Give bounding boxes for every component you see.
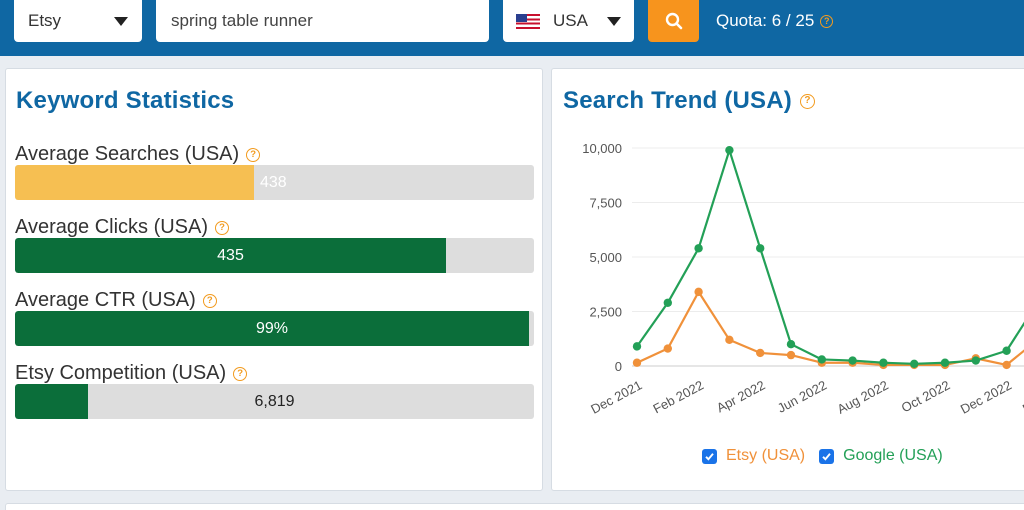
average-ctr-label-text: Average CTR (USA)	[15, 289, 196, 311]
etsy-competition-bar-fill	[15, 384, 88, 419]
average-clicks-bar: 435	[15, 238, 534, 273]
question-circle-icon[interactable]: ?	[246, 147, 261, 162]
google-data-point	[632, 342, 642, 351]
average-ctr-label: Average CTR (USA)?	[15, 289, 217, 312]
average-clicks-label: Average Clicks (USA)?	[15, 216, 230, 239]
checked-checkbox-icon[interactable]	[819, 448, 835, 464]
google-data-point	[663, 298, 672, 307]
legend-label-google: Google (USA)	[843, 447, 943, 464]
chart-legend: Etsy (USA) Google (USA)	[702, 447, 957, 465]
x-tick-label: Feb 2022	[650, 377, 706, 416]
google-data-point	[756, 244, 765, 253]
google-data-point	[786, 340, 796, 349]
y-tick-label: 0	[615, 359, 622, 374]
average-searches-value: 438	[260, 173, 287, 191]
country-select-value: USA	[553, 11, 588, 30]
google-data-point	[817, 355, 826, 364]
average-clicks-value: 435	[217, 246, 244, 264]
x-tick-label: Apr 2022	[714, 377, 768, 415]
platform-select-value: Etsy	[28, 11, 62, 30]
quota-indicator: Quota: 6 / 25 ?	[716, 11, 834, 31]
platform-select[interactable]: Etsy	[14, 0, 142, 42]
average-searches-label: Average Searches (USA)?	[15, 143, 261, 166]
us-flag-icon	[516, 13, 540, 29]
search-trend-chart: 0 2,500 5,000 7,500 10,000 Dec 2021 Feb 2022 Ap…	[582, 141, 1024, 417]
etsy-data-point	[632, 358, 642, 367]
search-button[interactable]	[648, 0, 699, 42]
google-data-point	[879, 358, 888, 367]
google-data-point	[694, 244, 703, 253]
google-data-point	[910, 359, 919, 369]
average-clicks-bar-fill	[15, 238, 446, 273]
question-circle-icon[interactable]: ?	[202, 293, 217, 308]
x-tick-label: Oct 2022	[899, 377, 953, 415]
legend-label-etsy: Etsy (USA)	[726, 447, 806, 464]
checked-checkbox-icon[interactable]	[702, 448, 717, 464]
search-trend-title: Search Trend (USA) ?	[563, 87, 815, 115]
legend-item-google[interactable]: Google (USA)	[819, 447, 943, 465]
x-tick-label: Dec 2021	[588, 377, 644, 416]
average-ctr-bar: 99%	[15, 311, 534, 346]
chevron-down-icon	[114, 16, 128, 26]
y-tick-label: 5,000	[589, 250, 622, 265]
question-circle-icon[interactable]: ?	[820, 14, 834, 28]
question-circle-icon[interactable]: ?	[233, 366, 248, 381]
google-data-point	[848, 356, 857, 365]
average-ctr-bar-fill	[15, 311, 529, 346]
y-tick-label: 2,500	[589, 305, 622, 320]
x-tick-label: Jun 2022	[775, 377, 829, 415]
search-trend-panel: Search Trend (USA) ? 0 2,500 5,000 7,500 10,…	[551, 68, 1024, 491]
x-tick-label: Aug 2022	[835, 377, 891, 416]
etsy-data-point	[663, 344, 672, 353]
search-toolbar: Etsy USA Quota: 6 / 25 ?	[0, 0, 1024, 56]
legend-item-etsy[interactable]: Etsy (USA)	[702, 447, 805, 465]
country-select[interactable]: USA	[503, 0, 634, 42]
google-data-point	[940, 358, 950, 367]
etsy-data-point	[725, 335, 734, 345]
etsy-data-point	[1002, 360, 1011, 370]
keyword-statistics-title-text: Keyword Statistics	[16, 87, 235, 114]
google-data-point	[1002, 346, 1011, 355]
average-searches-bar: 438	[15, 165, 534, 200]
etsy-data-point	[786, 350, 796, 360]
average-searches-bar-fill	[15, 165, 254, 200]
average-clicks-label-text: Average Clicks (USA)	[15, 216, 209, 238]
y-tick-label: 7,500	[589, 196, 622, 211]
etsy-competition-label-text: Etsy Competition (USA)	[15, 362, 227, 384]
quota-text: Quota: 6 / 25	[716, 11, 815, 30]
google-data-point	[725, 145, 734, 155]
keyword-search-input[interactable]	[156, 0, 489, 42]
y-tick-label: 10,000	[582, 141, 622, 156]
etsy-series-line	[636, 290, 1024, 367]
average-ctr-value: 99%	[255, 319, 289, 337]
x-tick-label: Feb 2023	[1020, 377, 1024, 416]
search-icon	[665, 12, 682, 30]
keyword-statistics-title: Keyword Statistics	[16, 87, 234, 115]
bottom-panel	[5, 503, 1024, 510]
average-searches-label-text: Average Searches (USA)	[15, 143, 240, 165]
google-data-point	[971, 356, 980, 365]
etsy-competition-bar: 6,819	[15, 384, 534, 419]
chevron-down-icon	[607, 16, 621, 26]
x-tick-label: Dec 2022	[958, 377, 1014, 416]
etsy-data-point	[694, 287, 703, 297]
etsy-competition-label: Etsy Competition (USA)?	[15, 362, 248, 385]
search-trend-title-text: Search Trend (USA)	[563, 87, 792, 114]
etsy-competition-value: 6,819	[254, 392, 295, 410]
etsy-data-point	[756, 348, 765, 358]
keyword-statistics-panel: Keyword Statistics Average Searches (USA…	[5, 68, 543, 491]
question-circle-icon[interactable]: ?	[800, 93, 815, 109]
question-circle-icon[interactable]: ?	[215, 220, 230, 235]
